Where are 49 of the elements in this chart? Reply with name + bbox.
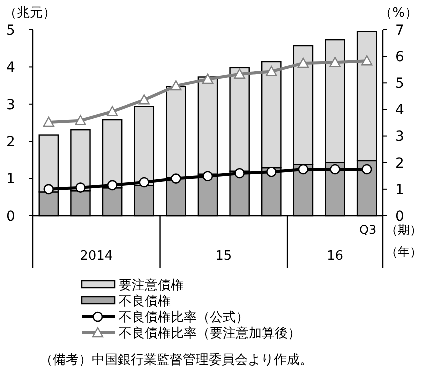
text: 15 xyxy=(216,249,232,264)
text: （備考）中国銀行業監督管理委員会より作成。 xyxy=(40,353,313,368)
point xyxy=(171,174,182,184)
y-tick-label: 1 xyxy=(6,172,16,188)
point xyxy=(43,116,55,128)
point xyxy=(170,80,182,91)
point xyxy=(202,171,214,182)
point xyxy=(76,182,86,193)
text: （年） xyxy=(386,245,422,259)
point xyxy=(298,58,310,68)
y2-tick-label: 3 xyxy=(396,129,404,146)
y2-tick-label: 4 xyxy=(396,102,405,119)
point xyxy=(234,68,246,79)
y-tick-label: 5 xyxy=(6,22,16,39)
x-axis-title: （期） xyxy=(386,223,422,237)
point xyxy=(139,177,150,188)
point xyxy=(298,164,309,175)
text: 16 xyxy=(327,249,344,264)
point xyxy=(330,164,340,175)
point xyxy=(330,57,341,68)
point xyxy=(362,164,372,175)
point xyxy=(266,66,278,76)
point xyxy=(202,74,214,84)
y2-axis-title: （%） xyxy=(380,6,418,21)
point xyxy=(44,184,54,195)
y2-tick-label: 7 xyxy=(396,22,404,39)
y2-tick-label: 1 xyxy=(396,182,404,198)
point xyxy=(138,94,150,105)
y2-tick-label: 2 xyxy=(396,156,404,172)
point xyxy=(234,168,245,179)
point xyxy=(361,55,373,66)
point xyxy=(107,180,118,191)
y2-tick-label: 6 xyxy=(396,49,405,66)
y-tick-label: 3 xyxy=(6,97,16,114)
point xyxy=(106,106,118,116)
x-tick-label: Q3 xyxy=(360,223,377,237)
y2-tick-label: 0 xyxy=(396,208,404,225)
y2-tick-label: 5 xyxy=(396,76,404,92)
y-tick-label: 4 xyxy=(6,60,16,76)
legend-label: 不良債権比率（公式） xyxy=(119,310,249,326)
legend-label: 不良債権比率（要注意加算後） xyxy=(119,326,301,342)
point xyxy=(75,115,86,126)
text: 2014 xyxy=(80,249,114,264)
y-axis-title: （兆元） xyxy=(4,6,56,21)
point xyxy=(266,167,277,178)
legend-label: 要注意債権 xyxy=(119,278,184,294)
y-tick-label: 0 xyxy=(6,208,16,225)
legend-label: 不良債権 xyxy=(119,294,171,310)
y-tick-label: 2 xyxy=(6,134,16,150)
